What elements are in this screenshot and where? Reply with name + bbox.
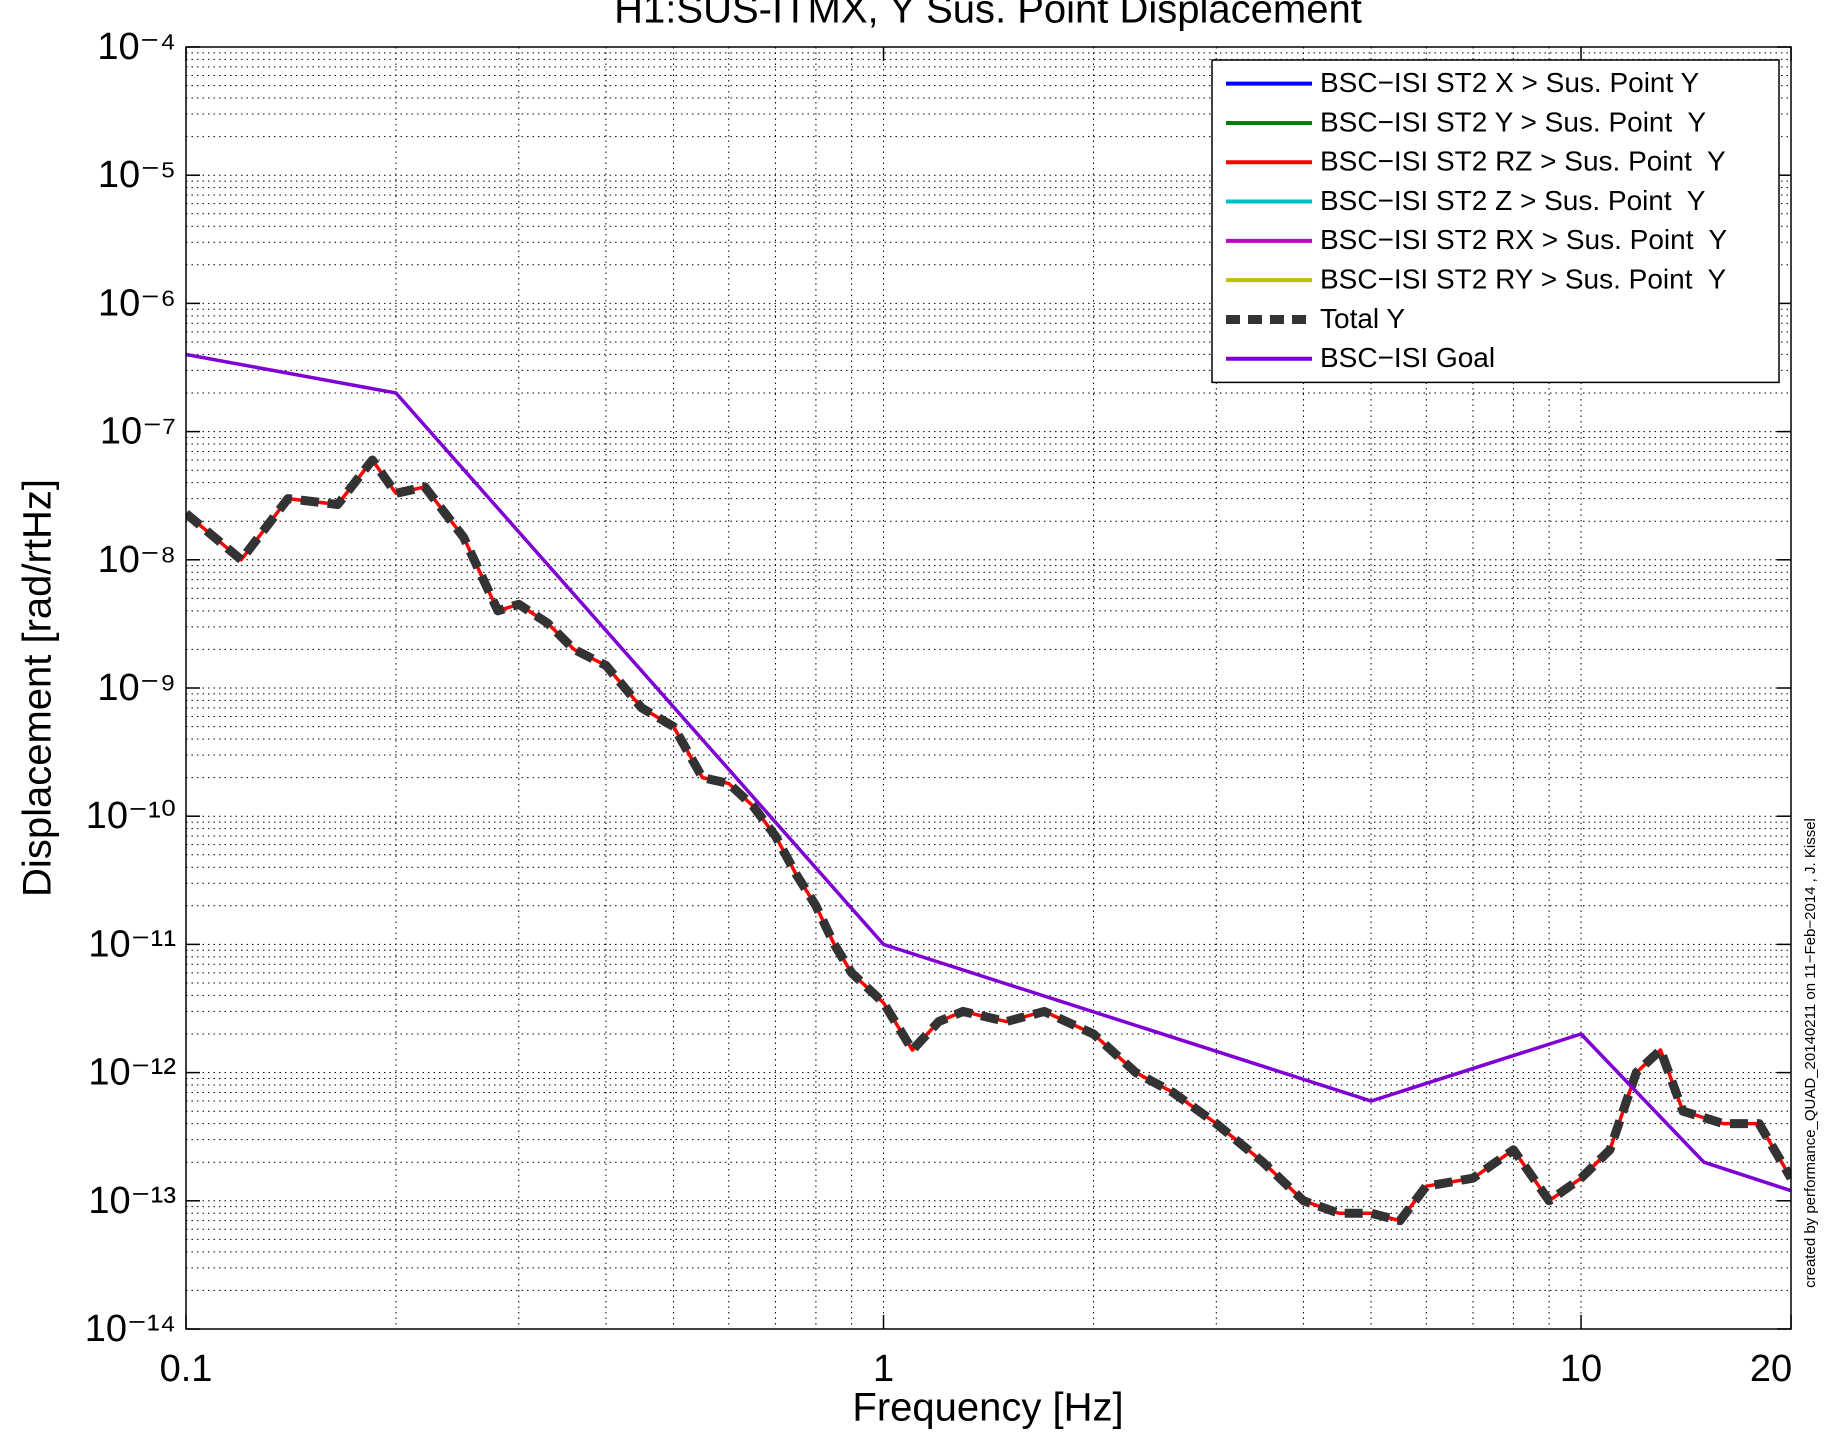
y-tick-label: 10⁻¹⁴ (85, 1308, 176, 1350)
y-tick-label: 10⁻⁶ (98, 282, 176, 324)
y-tick-label: 10⁻⁹ (97, 667, 176, 709)
x-tick-label: 0.1 (160, 1348, 213, 1390)
legend-label: BSC−ISI Goal (1320, 342, 1495, 373)
y-tick-label: 10⁻¹² (88, 1052, 176, 1094)
y-tick-label: 10⁻⁵ (98, 154, 176, 196)
y-tick-label: 10⁻⁷ (100, 411, 176, 453)
legend-label: BSC−ISI ST2 X > Sus. Point Y (1320, 67, 1700, 98)
y-tick-label: 10⁻⁴ (97, 26, 176, 68)
y-tick-label: 10⁻¹³ (88, 1180, 176, 1222)
series-lines (186, 352, 1791, 1226)
x-axis-label: Frequency [Hz] (852, 1386, 1123, 1430)
credit-annotation: created by performance_QUAD_20140211 on … (1802, 818, 1819, 1288)
legend-label: BSC−ISI ST2 RY > Sus. Point Y (1320, 264, 1727, 295)
x-tick-label: 10 (1560, 1348, 1602, 1390)
legend-label: BSC−ISI ST2 RX > Sus. Point Y (1320, 224, 1728, 255)
y-tick-label: 10⁻¹⁰ (86, 795, 176, 837)
series-line (186, 455, 1791, 1226)
legend-label: BSC−ISI ST2 Y > Sus. Point Y (1320, 106, 1706, 137)
y-tick-label: 10⁻¹¹ (88, 923, 176, 965)
legend: BSC−ISI ST2 X > Sus. Point Y BSC−ISI ST2 … (1211, 59, 1780, 384)
y-tick-label: 10⁻⁸ (98, 539, 176, 581)
x-tick-label: 1 (873, 1348, 894, 1390)
series-line (186, 352, 1791, 1193)
legend-label: BSC−ISI ST2 Z > Sus. Point Y (1320, 185, 1706, 216)
x-tick-label: 20 (1750, 1348, 1792, 1390)
legend-box (1211, 59, 1780, 384)
legend-label: BSC−ISI ST2 RZ > Sus. Point Y (1320, 146, 1726, 177)
chart-title: H1:SUS-ITMX, Y Sus. Point Displacement (614, 0, 1362, 32)
legend-label: Total Y (1320, 303, 1405, 334)
ticks: 0.1 1 10 20 10⁻¹⁴ 10⁻¹³ 10⁻¹² 10⁻¹¹ 10⁻¹⁰ 10⁻⁹ 10⁻… (85, 26, 1792, 1390)
y-axis-label: Displacement [rad/rtHz] (16, 479, 60, 897)
